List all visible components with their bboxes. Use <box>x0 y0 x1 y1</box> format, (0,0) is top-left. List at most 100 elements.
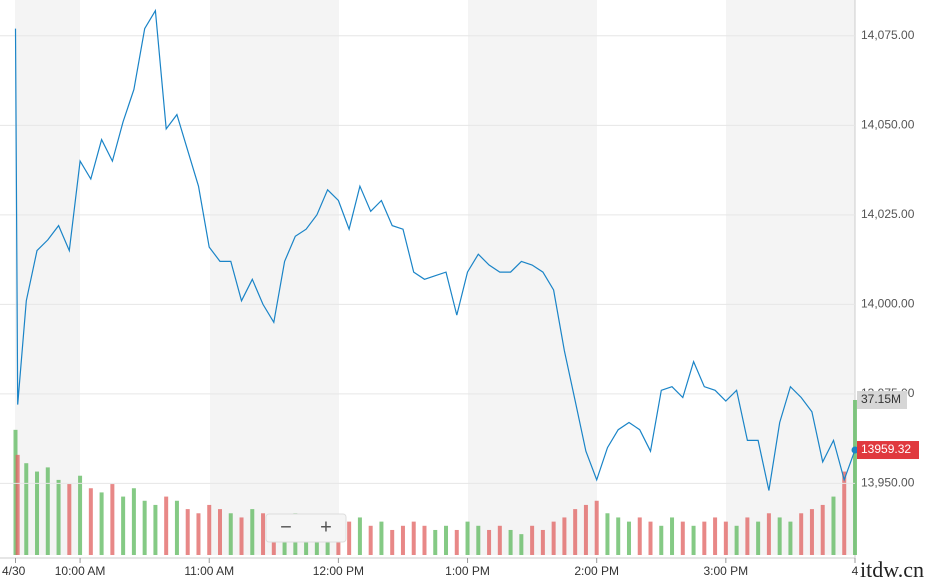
volume-bar <box>723 521 728 555</box>
volume-bar <box>444 525 449 555</box>
last-price-label: 13959.32 <box>861 442 911 456</box>
last-price-dot <box>851 446 859 454</box>
volume-bar <box>540 529 545 555</box>
volume-bar <box>390 529 395 555</box>
volume-bar <box>734 525 739 555</box>
y-tick-label: 14,000.00 <box>861 297 915 311</box>
volume-bar <box>713 517 718 555</box>
volume-bar <box>196 513 201 555</box>
volume-bar <box>476 525 481 555</box>
x-tick-label: 4 <box>852 564 859 578</box>
x-tick-label: 10:00 AM <box>55 564 106 578</box>
volume-bar <box>411 521 416 555</box>
volume-bar <box>454 529 459 555</box>
volume-bar <box>573 509 578 555</box>
volume-bar <box>56 479 61 555</box>
zoom-bar <box>265 513 347 543</box>
y-tick-label: 14,025.00 <box>861 207 915 221</box>
volume-bar <box>261 513 266 555</box>
volume-bar <box>637 517 642 555</box>
volume-bar <box>131 488 136 555</box>
volume-bar <box>99 492 104 555</box>
zoom-in-button[interactable]: + <box>320 516 332 538</box>
y-tick-label: 14,075.00 <box>861 28 915 42</box>
volume-bar <box>583 504 588 555</box>
volume-bar <box>756 521 761 555</box>
volume-bar <box>831 496 836 555</box>
volume-bar <box>142 500 147 555</box>
volume-bar <box>799 513 804 555</box>
volume-bar <box>777 517 782 555</box>
y-tick-label: 13,950.00 <box>861 476 915 490</box>
watermark: itdw.cn <box>860 557 924 580</box>
volume-bar <box>465 521 470 555</box>
band <box>468 0 597 555</box>
volume-bar <box>357 517 362 555</box>
y-tick-label: 14,050.00 <box>861 117 915 131</box>
volume-bar <box>174 500 179 555</box>
volume-bar <box>347 521 352 555</box>
volume-bar <box>45 467 50 555</box>
x-tick-label: 11:00 AM <box>184 564 234 578</box>
volume-bar <box>88 488 93 555</box>
volume-badge-label: 37.15M <box>861 392 901 406</box>
x-tick-label: 12:00 PM <box>313 564 364 578</box>
volume-bar <box>422 525 427 555</box>
volume-bar <box>228 513 233 555</box>
volume-bar <box>594 500 599 555</box>
plot <box>0 8 856 491</box>
band <box>15 0 80 555</box>
x-tick-label: 4/30 <box>2 564 26 578</box>
volume-bar <box>239 517 244 555</box>
volume-bar <box>508 529 513 555</box>
band <box>210 0 339 555</box>
volume-bar <box>24 463 29 555</box>
volume-bar <box>691 525 696 555</box>
zoom-out-button[interactable]: − <box>280 516 292 538</box>
volume-bar <box>121 496 126 555</box>
volume-bar <box>207 504 212 555</box>
band <box>726 0 855 555</box>
volume-bar <box>519 534 524 555</box>
x-tick-label: 2:00 PM <box>574 564 619 578</box>
volume-bar <box>842 471 847 555</box>
volume-bar <box>788 521 793 555</box>
x-tick-label: 3:00 PM <box>703 564 748 578</box>
volume-bar <box>67 484 72 555</box>
volume-bar <box>110 484 115 555</box>
volume-bar <box>702 521 707 555</box>
volume-bar <box>164 496 169 555</box>
price-line <box>14 8 856 491</box>
volume-bar <box>853 400 857 555</box>
volume-bar <box>809 509 814 555</box>
volume-bar <box>153 504 158 555</box>
volume-bar <box>250 509 255 555</box>
volume-bar <box>820 504 825 555</box>
volume-bar <box>551 521 556 555</box>
volume-bar <box>487 529 492 555</box>
volume-bar <box>626 521 631 555</box>
volume-bar <box>670 517 675 555</box>
volume-bar <box>497 525 502 555</box>
volume-bar <box>78 475 83 555</box>
volume-bar <box>433 529 438 555</box>
volume-bar <box>562 517 567 555</box>
volume-bar <box>745 517 750 555</box>
volume-bar <box>13 429 18 555</box>
volume-bar <box>659 525 664 555</box>
volume-bar <box>680 521 685 555</box>
x-tick-label: 1:00 PM <box>445 564 490 578</box>
volume-bar <box>530 525 535 555</box>
volume-bar <box>648 521 653 555</box>
volume-bar <box>616 517 621 555</box>
volume-bar <box>766 513 771 555</box>
volume-bar <box>15 454 20 555</box>
volume-bar <box>185 509 190 555</box>
zoom-controls: − + <box>265 513 347 543</box>
volume-bar <box>35 471 40 555</box>
volume-bar <box>368 525 373 555</box>
last-price-badge <box>857 441 919 460</box>
volume-bar <box>400 525 405 555</box>
volume-bar <box>605 513 610 555</box>
